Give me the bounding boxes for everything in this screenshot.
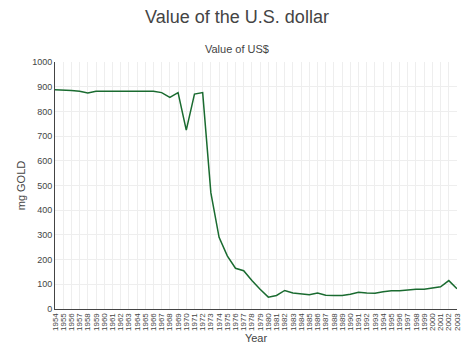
svg-text:1989: 1989 bbox=[338, 313, 347, 331]
svg-text:Value of US$: Value of US$ bbox=[205, 43, 269, 55]
svg-text:1967: 1967 bbox=[157, 313, 166, 331]
svg-text:1980: 1980 bbox=[264, 313, 273, 331]
svg-text:300: 300 bbox=[37, 230, 52, 240]
svg-text:1975: 1975 bbox=[223, 313, 232, 331]
svg-text:1974: 1974 bbox=[215, 313, 224, 331]
svg-text:1979: 1979 bbox=[256, 313, 265, 331]
svg-text:1990: 1990 bbox=[346, 313, 355, 331]
svg-text:1973: 1973 bbox=[206, 313, 215, 331]
svg-text:1955: 1955 bbox=[59, 313, 68, 331]
svg-text:1954: 1954 bbox=[51, 313, 60, 331]
svg-text:1962: 1962 bbox=[116, 313, 125, 331]
svg-text:1988: 1988 bbox=[330, 313, 339, 331]
svg-text:0: 0 bbox=[47, 304, 52, 314]
svg-text:1998: 1998 bbox=[412, 313, 421, 331]
svg-text:1960: 1960 bbox=[100, 313, 109, 331]
svg-text:1969: 1969 bbox=[174, 313, 183, 331]
svg-text:1999: 1999 bbox=[420, 313, 429, 331]
svg-text:200: 200 bbox=[37, 255, 52, 265]
svg-text:1977: 1977 bbox=[239, 313, 248, 331]
svg-text:Value of the U.S. dollar: Value of the U.S. dollar bbox=[145, 7, 329, 27]
svg-text:1957: 1957 bbox=[75, 313, 84, 331]
svg-text:1961: 1961 bbox=[108, 313, 117, 331]
svg-text:1983: 1983 bbox=[289, 313, 298, 331]
svg-text:1956: 1956 bbox=[67, 313, 76, 331]
svg-text:1982: 1982 bbox=[280, 313, 289, 331]
svg-text:1995: 1995 bbox=[387, 313, 396, 331]
svg-text:600: 600 bbox=[37, 156, 52, 166]
svg-text:1996: 1996 bbox=[395, 313, 404, 331]
svg-text:1972: 1972 bbox=[198, 313, 207, 331]
svg-text:2001: 2001 bbox=[436, 313, 445, 331]
svg-text:1978: 1978 bbox=[248, 313, 257, 331]
svg-text:1000: 1000 bbox=[32, 57, 52, 67]
svg-text:1965: 1965 bbox=[141, 313, 150, 331]
svg-text:400: 400 bbox=[37, 205, 52, 215]
svg-text:1991: 1991 bbox=[354, 313, 363, 331]
svg-text:100: 100 bbox=[37, 279, 52, 289]
svg-text:1959: 1959 bbox=[92, 313, 101, 331]
svg-text:1993: 1993 bbox=[371, 313, 380, 331]
svg-text:1964: 1964 bbox=[133, 313, 142, 331]
svg-text:800: 800 bbox=[37, 107, 52, 117]
svg-text:700: 700 bbox=[37, 131, 52, 141]
svg-text:Year: Year bbox=[245, 332, 268, 344]
svg-text:mg GOLD: mg GOLD bbox=[15, 161, 27, 211]
svg-text:1997: 1997 bbox=[403, 313, 412, 331]
svg-text:1986: 1986 bbox=[313, 313, 322, 331]
svg-text:1985: 1985 bbox=[305, 313, 314, 331]
svg-text:1971: 1971 bbox=[190, 313, 199, 331]
svg-text:1970: 1970 bbox=[182, 313, 191, 331]
svg-text:1963: 1963 bbox=[124, 313, 133, 331]
svg-text:1984: 1984 bbox=[297, 313, 306, 331]
svg-text:1994: 1994 bbox=[379, 313, 388, 331]
svg-text:1968: 1968 bbox=[165, 313, 174, 331]
svg-text:1992: 1992 bbox=[362, 313, 371, 331]
svg-text:2002: 2002 bbox=[444, 313, 453, 331]
svg-text:1966: 1966 bbox=[149, 313, 158, 331]
svg-text:500: 500 bbox=[37, 181, 52, 191]
svg-text:1987: 1987 bbox=[321, 313, 330, 331]
svg-text:900: 900 bbox=[37, 82, 52, 92]
svg-text:1976: 1976 bbox=[231, 313, 240, 331]
svg-text:2000: 2000 bbox=[428, 313, 437, 331]
svg-text:1981: 1981 bbox=[272, 313, 281, 331]
svg-text:1958: 1958 bbox=[83, 313, 92, 331]
svg-text:2003: 2003 bbox=[453, 313, 462, 331]
